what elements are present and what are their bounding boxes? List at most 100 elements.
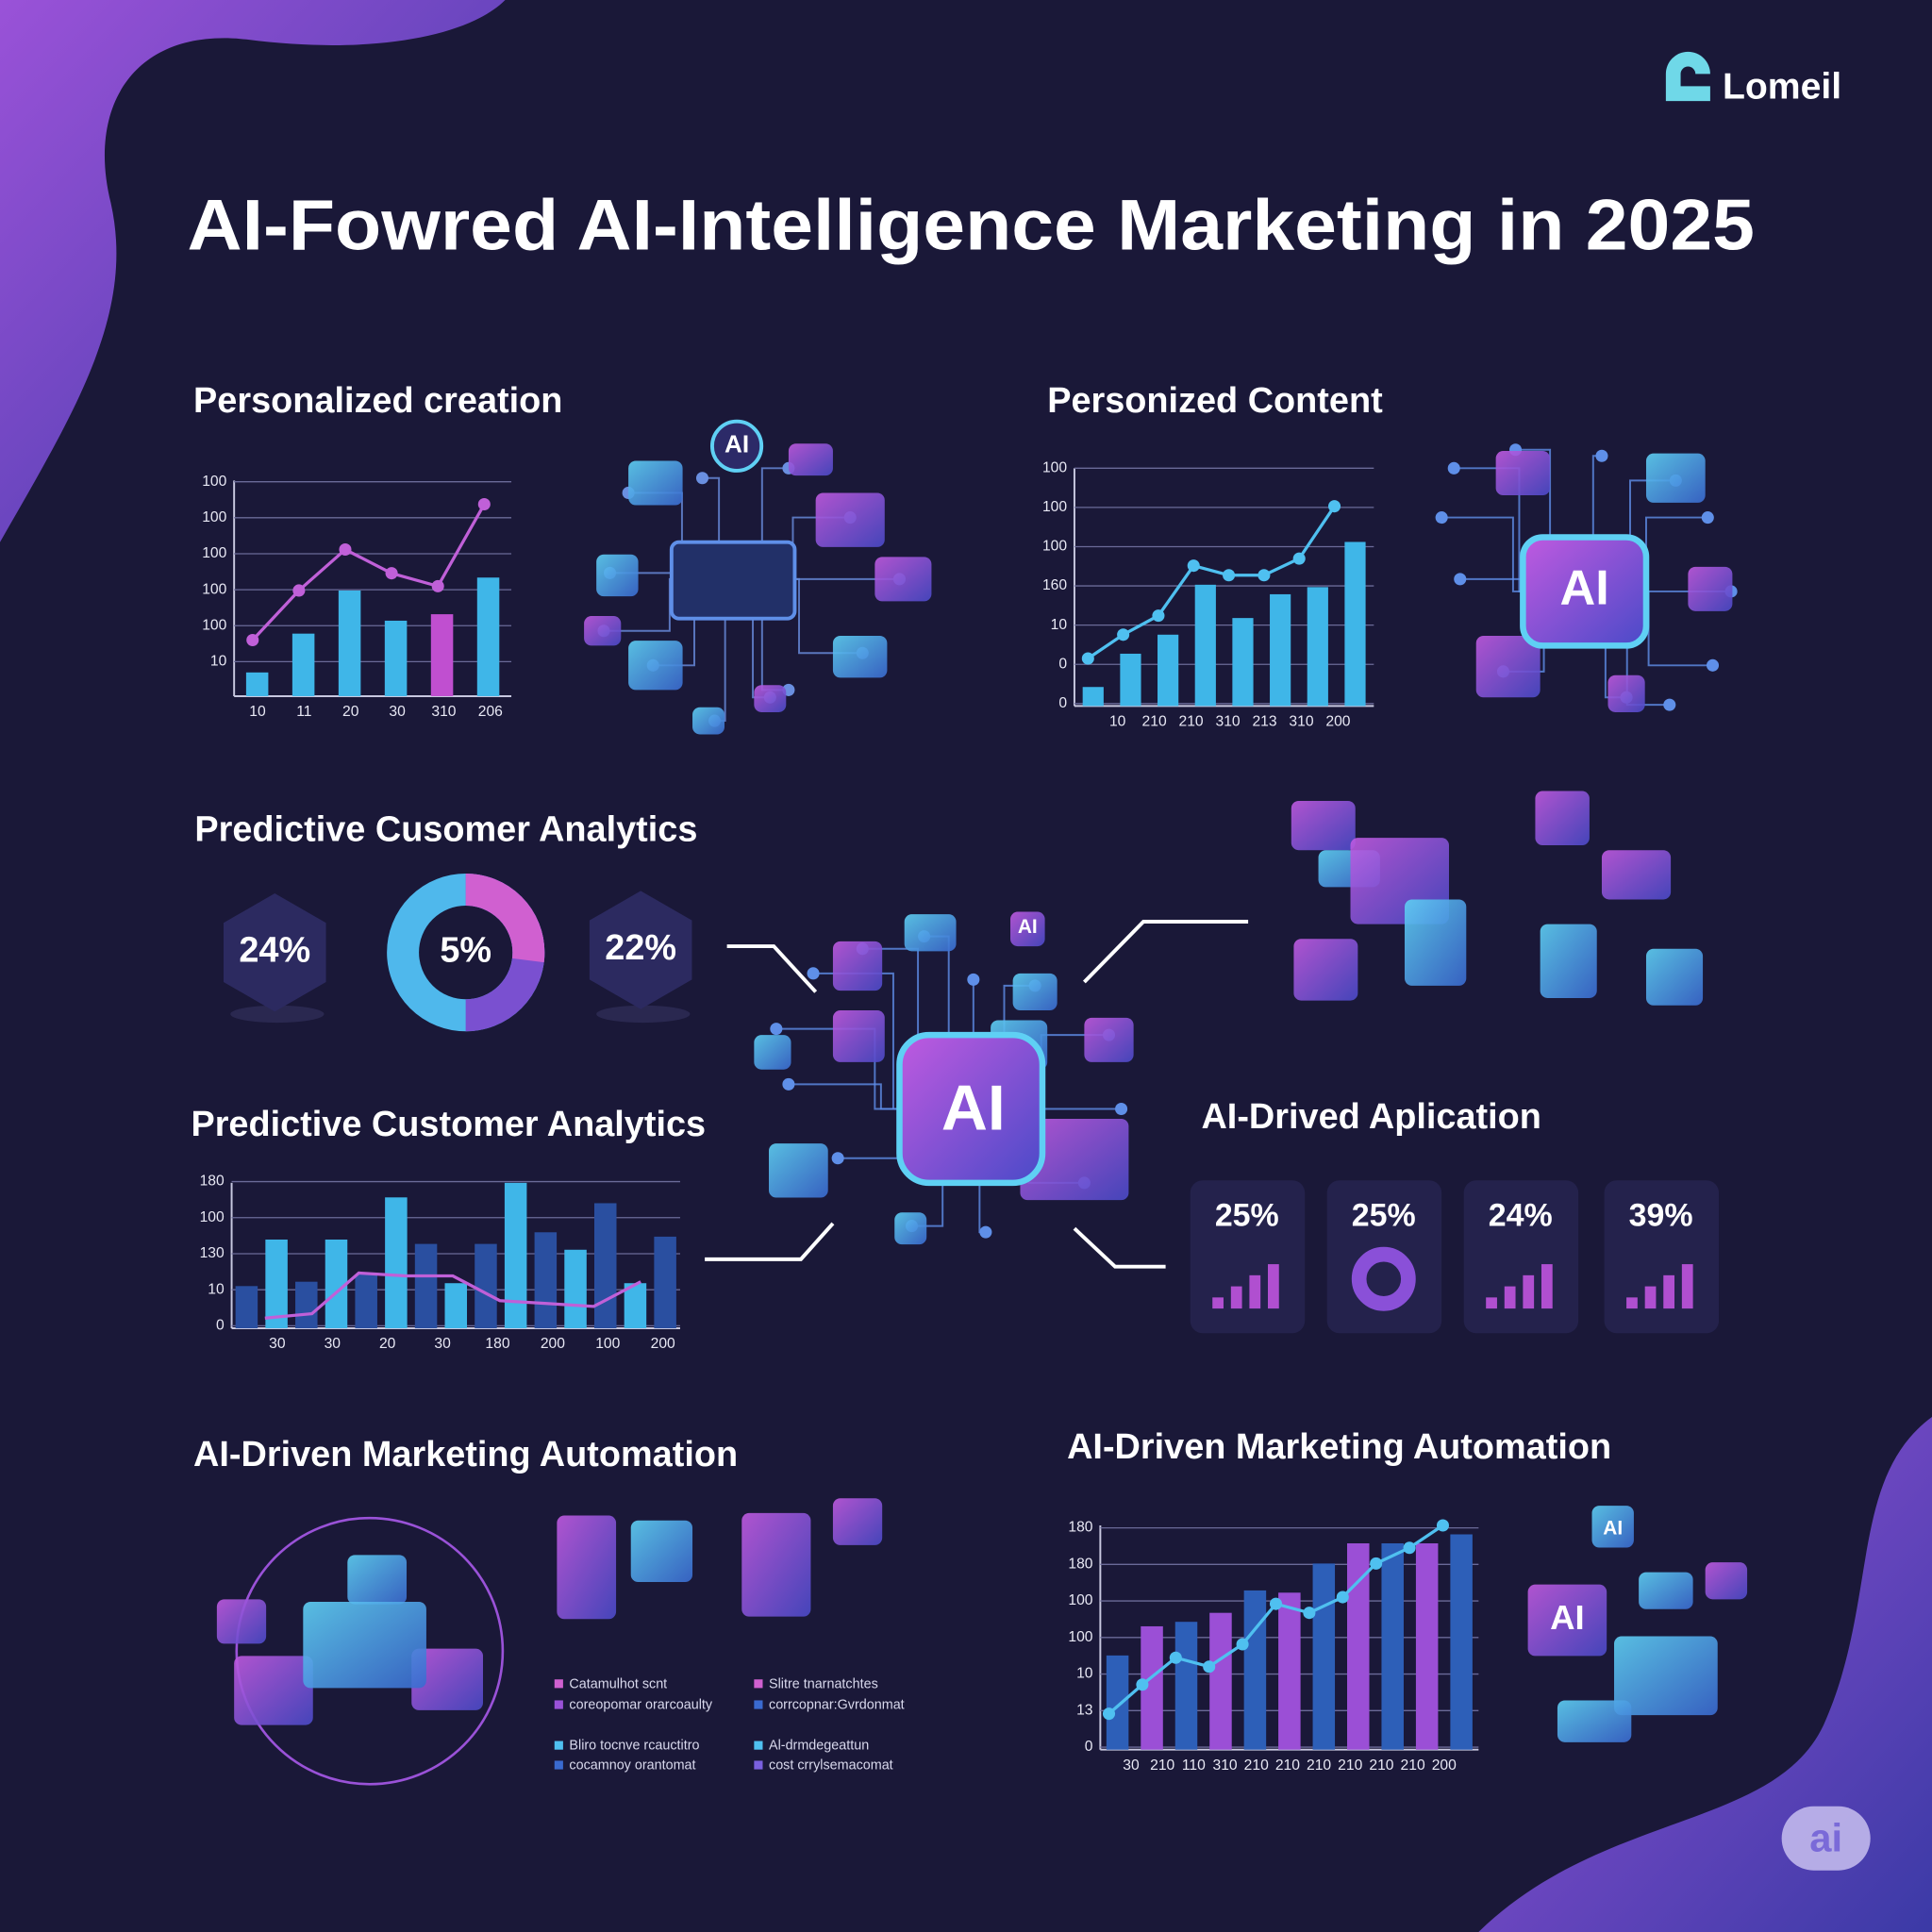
bar [564, 1249, 587, 1328]
node [1701, 511, 1714, 525]
x-tick-label: 210 [1150, 1757, 1174, 1774]
card-bar [1663, 1274, 1675, 1309]
legend-bullet [754, 1760, 763, 1770]
y-tick-label: 100 [200, 1209, 225, 1225]
x-tick-label: 20 [342, 704, 359, 720]
icon-label: AI [1550, 1598, 1585, 1637]
bar [1232, 618, 1254, 707]
icon-tile [832, 941, 883, 991]
x-tick-label: 310 [431, 704, 456, 720]
x-tick-label: 210 [1401, 1757, 1425, 1774]
icon-tile [904, 914, 957, 952]
gear [1351, 1246, 1416, 1311]
icon-tile [630, 1520, 693, 1583]
icon-tile [596, 554, 639, 597]
legend-bullet [754, 1700, 763, 1709]
legend-text: corrcopnar:Gvrdonmat [769, 1697, 905, 1712]
icon-ring [709, 419, 764, 473]
icon-tile [1527, 1584, 1607, 1657]
icon-tile [1705, 1562, 1748, 1600]
node [1454, 573, 1467, 586]
x-tick-label: 200 [541, 1336, 565, 1352]
bar [1381, 1542, 1404, 1750]
icon-tile [832, 635, 888, 678]
icon-tile [628, 460, 683, 506]
line-point [1257, 569, 1271, 582]
icon-tile [628, 641, 683, 691]
ai-chip [1520, 534, 1650, 649]
bar [1344, 541, 1366, 707]
legend-text: Bliro tocnve rcauctitro [569, 1739, 699, 1754]
y-tick-label: 100 [202, 474, 226, 490]
card-bar [1230, 1286, 1242, 1309]
icon-tile [1591, 1506, 1634, 1548]
legend-bullet [554, 1740, 563, 1750]
icon-tile [1010, 911, 1045, 947]
stat: 5% [440, 931, 491, 971]
icon-tile [1012, 973, 1058, 1011]
bar [1141, 1625, 1163, 1750]
y-tick-label: 100 [202, 545, 226, 561]
line-point [246, 634, 259, 647]
line-point [1136, 1678, 1149, 1691]
icon-tile [234, 1656, 313, 1725]
x-tick-label: 210 [1275, 1757, 1300, 1774]
node [1595, 449, 1608, 462]
icon-tile [1535, 791, 1590, 845]
bar [1106, 1655, 1129, 1750]
icon-tile [832, 1498, 883, 1545]
icon-tile [1084, 1017, 1134, 1062]
y-tick-label: 100 [1042, 539, 1067, 555]
bar [265, 1239, 288, 1328]
y-tick-label: 13 [1076, 1702, 1093, 1718]
bar [593, 1203, 617, 1328]
y-tick-label: 160 [1042, 577, 1067, 593]
icon-tile [1020, 1118, 1129, 1201]
bar [624, 1283, 647, 1328]
icon-tile [1688, 566, 1733, 611]
bar [1347, 1542, 1370, 1750]
stat: 22% [605, 928, 676, 968]
line-point [339, 543, 352, 557]
line-point [1117, 628, 1130, 641]
card-bar [1626, 1297, 1638, 1309]
connectors [705, 920, 1249, 1269]
legend-text: coreopomar orarcoaulty [569, 1697, 712, 1712]
bar [1270, 593, 1291, 707]
x-tick-label: 200 [1325, 714, 1350, 730]
y-tick-label: 0 [1058, 695, 1067, 711]
line-point [431, 579, 444, 592]
bar [1174, 1622, 1198, 1750]
line-point [1370, 1557, 1383, 1570]
card-bar [1212, 1297, 1224, 1309]
bar [1082, 687, 1104, 707]
line-point [292, 584, 306, 597]
x-tick-label: 11 [296, 704, 311, 720]
node [1447, 461, 1460, 475]
hexagon [589, 891, 692, 1009]
line [264, 1271, 641, 1320]
x-tick-label: 310 [1212, 1757, 1237, 1774]
ai-hub [896, 1031, 1046, 1187]
y-tick-label: 0 [1085, 1739, 1093, 1755]
legend-text: cost crrylsemacomat [769, 1757, 893, 1773]
bar [385, 1197, 408, 1328]
bar [1312, 1563, 1336, 1750]
icon-tile [1645, 948, 1704, 1006]
bar [504, 1182, 527, 1328]
legend-bullet [754, 1740, 763, 1750]
icon-label: AI [941, 1073, 1006, 1143]
icon-tile [894, 1212, 927, 1245]
bar [245, 672, 269, 696]
icon-tile [769, 1143, 828, 1198]
card-bar [1541, 1264, 1553, 1309]
legend-bullet [554, 1679, 563, 1689]
card-value: 25% [1215, 1197, 1279, 1233]
title: AI-Fowred AI-Intelligence Marketing in 2… [188, 185, 1755, 265]
x-tick-label: 30 [325, 1336, 341, 1352]
line-point [1223, 569, 1236, 582]
line [1087, 505, 1336, 660]
bar [534, 1232, 558, 1328]
icon-tile [1404, 899, 1467, 986]
